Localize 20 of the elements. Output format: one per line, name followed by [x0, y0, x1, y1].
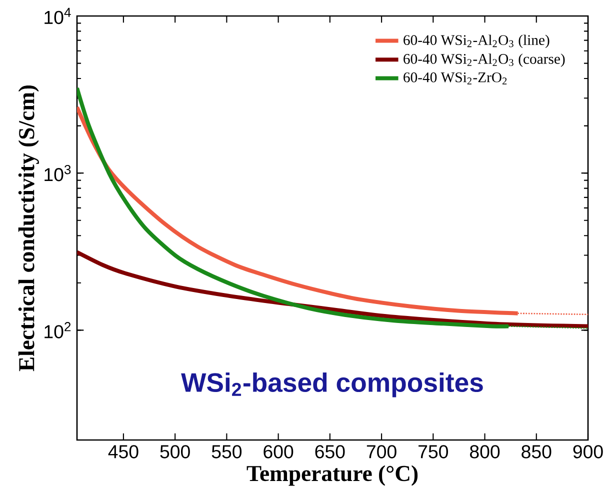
x-tick-label: 550 [212, 445, 242, 458]
x-tick-label: 750 [418, 445, 448, 458]
line-series [77, 250, 588, 328]
x-tick-label: 650 [315, 445, 345, 458]
x-tick-label: 800 [470, 445, 500, 458]
legend-label: 60-40 WSi$_{2}$-ZrO$_{2}$ [404, 72, 507, 84]
x-axis-title: Temperature (°C) [246, 465, 418, 486]
x-tick-label: 700 [366, 445, 396, 458]
x-tick-label: 600 [264, 445, 294, 458]
x-tick-label: 850 [522, 445, 552, 458]
annotation: WSi$_{2}$-based composites [181, 372, 483, 398]
y-tick-label: 10$^{2}$ [44, 322, 71, 338]
x-tick-label: 500 [160, 445, 190, 458]
y-axis-title: Electrical conductivity (S/cm) [18, 85, 39, 372]
legend-label: 60-40 WSi$_{2}$-Al$_{2}$O$_{3}$ (coarse) [404, 54, 565, 67]
x-tick-label: 900 [573, 445, 603, 458]
y-tick-label: 10$^{4}$ [44, 8, 71, 24]
legend-label: 60-40 WSi$_{2}$-Al$_{2}$O$_{3}$ (line) [404, 34, 550, 48]
y-tick-label: 10$^{3}$ [44, 164, 71, 182]
x-tick-label: 450 [108, 445, 138, 458]
